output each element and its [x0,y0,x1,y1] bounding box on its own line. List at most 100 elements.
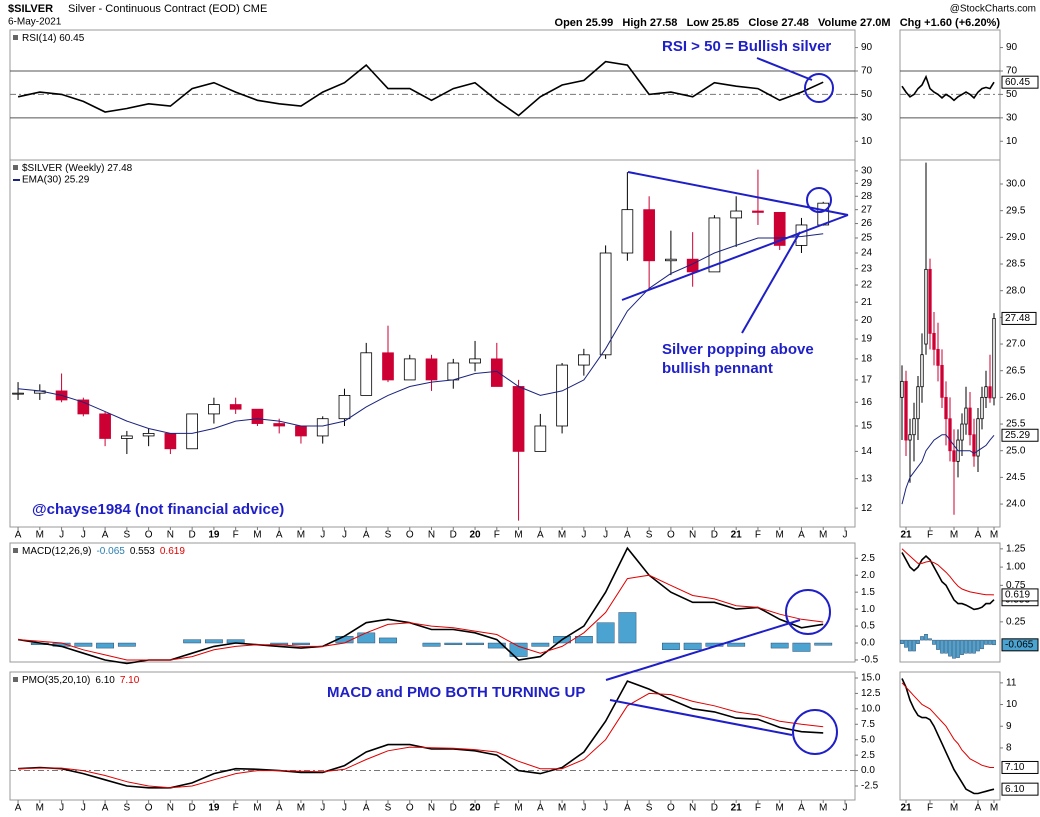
histogram-bar [444,642,463,645]
candle-body [534,425,547,452]
x-tick-label: M [950,530,958,541]
candle-body [952,450,956,462]
x-tick-label: D [711,803,718,814]
last-value-box [1001,588,1039,602]
x-tick-label: N [167,803,174,814]
candle-body [121,435,133,439]
candle-body [936,348,940,366]
histogram-bar [74,642,93,647]
histogram-bar [988,639,992,645]
x-tick-label: M [990,803,998,814]
histogram-bar [770,642,789,649]
histogram-bar [992,639,996,646]
legend-entry: 0.619 [160,546,185,557]
x-tick-label: 21 [731,803,743,814]
candle-body [916,386,920,420]
macd-pointer [605,619,801,681]
histogram-bar [205,639,223,644]
candle-body [578,354,590,366]
histogram-bar [117,642,136,647]
x-tick-label: F [494,803,500,814]
y-tick-label: 18 [861,354,873,365]
histogram-bar [357,632,376,644]
candle-body [621,209,634,254]
candle-body [900,380,904,398]
legend-entry: 7.10 [120,675,140,686]
rsi-circle [804,73,834,103]
histogram-bar [976,639,980,652]
histogram-bar [379,637,397,644]
y-tick-label: 28 [861,191,873,202]
candle-body [77,399,90,415]
candle-body [686,258,699,273]
histogram-bar [292,642,310,645]
last-value-box [1001,638,1039,652]
panel-label-text: $SILVER (Weekly) 27.48 [22,163,133,174]
y-tick-label: 29.5 [1006,205,1026,216]
panel-frame [9,671,856,801]
x-tick-label: 21 [900,530,912,541]
x-tick-label: F [927,803,933,814]
candle-body [142,433,155,437]
x-tick-label: N [167,530,174,541]
y-tick-label: 9 [1006,721,1012,732]
candle-body [960,423,964,441]
x-tick-label: M [36,530,44,541]
x-tick-label: F [233,803,239,814]
x-tick-label: F [755,803,761,814]
histogram-bar [972,639,976,654]
x-tick-label: A [798,530,805,541]
macd-circle [785,589,831,635]
x-tick-label: A [975,530,982,541]
series-line [17,60,824,117]
candle-body [730,210,743,219]
y-tick-label: 22 [861,280,873,291]
y-tick-label: 90 [1006,42,1018,53]
price-pointer [741,231,801,334]
histogram-bar [956,639,960,658]
candle-body [984,386,988,398]
y-tick-label: 7.5 [861,719,875,730]
y-tick-label: 28.0 [1006,285,1026,296]
candle-body [425,358,438,381]
x-tick-label: N [428,530,435,541]
x-tick-label: A [624,530,631,541]
histogram-bar [792,642,811,652]
histogram-bar [928,638,932,641]
panel-frame [899,159,1001,528]
pennant-lower [621,214,849,301]
candle-body [382,352,394,381]
candle-body [912,418,916,436]
histogram-bar [904,639,908,648]
histogram-bar [487,642,506,649]
x-tick-label: J [581,803,586,814]
histogram-bar [96,642,115,649]
x-tick-label: M [558,530,566,541]
candle-body [295,425,307,437]
x-tick-label: M [297,530,305,541]
y-tick-label: 50 [861,89,873,100]
y-tick-label: 2.5 [861,553,875,564]
candle-body [988,386,992,399]
source: @StockCharts.com [950,4,1036,15]
histogram-bar [574,636,593,644]
candle-body [186,413,198,450]
y-tick-label: 19 [861,334,873,345]
annotation: RSI > 50 = Bullish silver [662,38,831,55]
drawn-annotations [605,57,849,755]
y-tick-label: 0.25 [1006,616,1026,627]
x-tick-label: J [320,530,325,541]
series-line [901,434,995,505]
x-tick-label: M [514,530,522,541]
histogram-bar [814,642,833,646]
x-tick-label: A [537,530,544,541]
y-tick-label: 1.00 [1006,562,1026,573]
candle-body [752,210,764,213]
x-tick-label: A [102,530,109,541]
x-tick-label: A [363,803,370,814]
y-tick-label: 25.5 [1006,419,1026,430]
legend-entry: 6.10 [95,675,115,686]
candle-body [904,380,908,441]
candle-body [251,408,264,424]
legend-entry: EMA(30) 25.29 [22,175,90,186]
